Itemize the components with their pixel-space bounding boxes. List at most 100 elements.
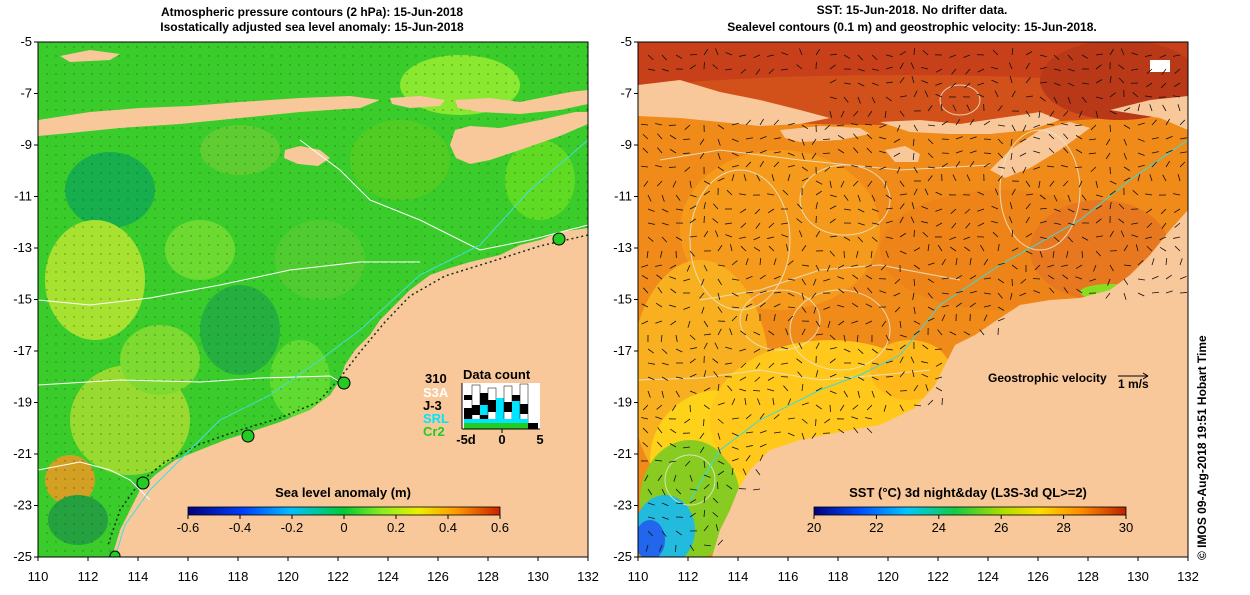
x-tick-label: 128 (1077, 569, 1099, 584)
x-tick-label: 120 (877, 569, 899, 584)
velocity-arrow (675, 545, 676, 552)
colorbar-tick-label: -0.6 (177, 520, 199, 535)
left-x-axis: 110 112 114 116 118 120 122 124 126 128 130 132 (28, 557, 599, 584)
velocity-arrow (886, 376, 893, 377)
y-tick-label: -11 (14, 189, 32, 204)
x-tick-label: 112 (678, 569, 699, 584)
x-tick-label: 112 (78, 569, 99, 584)
colorbar-tick-label: 20 (807, 520, 821, 535)
tide-gauge-marker[interactable] (110, 551, 120, 561)
y-tick-label: -15 (613, 292, 632, 307)
x-tick-label: 118 (828, 569, 849, 584)
left-map (38, 42, 588, 561)
colorbar-tick-label: 0.2 (387, 520, 405, 535)
sla-colorbar-title: Sea level anomaly (m) (275, 485, 411, 500)
tide-gauge-marker[interactable] (553, 233, 565, 245)
x-tick-label: 114 (728, 569, 749, 584)
colorbar-tick-label: 26 (994, 520, 1008, 535)
colorbar-tick-label: 0.6 (491, 520, 509, 535)
y-tick-label: -17 (613, 343, 632, 358)
y-tick-label: -25 (13, 549, 32, 564)
y-tick-label: -25 (613, 549, 632, 564)
y-tick-label: -21 (13, 446, 32, 461)
data-count-bars (462, 383, 540, 433)
y-tick-label: -13 (13, 240, 32, 255)
colorbar-tick-label: 24 (932, 520, 946, 535)
colorbar-tick-label: 22 (869, 520, 883, 535)
x-tick-label: 120 (277, 569, 299, 584)
x-tick-label: 130 (527, 569, 549, 584)
y-tick-label: -11 (614, 189, 632, 204)
sla-colorbar-bar (188, 507, 500, 515)
x-tick-label: 116 (778, 569, 799, 584)
x-tick-label: 122 (327, 569, 349, 584)
copyright-side-label: © IMOS 09-Aug-2018 19:51 Hobart Time (1195, 335, 1209, 560)
tide-gauge-marker[interactable] (137, 477, 149, 489)
x-tick-label: 130 (1127, 569, 1149, 584)
left-title: Atmospheric pressure contours (2 hPa): 1… (160, 5, 464, 34)
right-y-axis: -5 -7 -9 -11 -13 -15 -17 -19 -21 -23 -25 (613, 34, 638, 564)
sst-colorbar-bar (814, 507, 1126, 515)
y-tick-label: -15 (13, 292, 32, 307)
y-tick-label: -23 (613, 498, 632, 513)
right-title: SST: 15-Jun-2018. No drifter data. Seale… (727, 3, 1096, 34)
x-tick-label: 122 (927, 569, 949, 584)
x-tick-label: 124 (377, 569, 399, 584)
left-title-line1: Atmospheric pressure contours (2 hPa): 1… (161, 5, 463, 19)
y-tick-label: -5 (20, 34, 32, 49)
left-title-line2: Isostatically adjusted sea level anomaly… (160, 20, 464, 34)
data-count-axis-label: 5 (536, 432, 543, 447)
sst-colorbar-title: SST (°C) 3d night&day (L3S-3d QL>=2) (849, 485, 1087, 500)
colorbar-tick-label: 30 (1119, 520, 1133, 535)
y-tick-label: -9 (620, 137, 632, 152)
y-tick-label: -9 (20, 137, 32, 152)
velocity-arrow (941, 104, 942, 111)
colorbar-tick-label: -0.4 (229, 520, 251, 535)
x-tick-label: 114 (128, 569, 149, 584)
data-count-axis-label: -5d (456, 432, 476, 447)
x-tick-label: 124 (977, 569, 999, 584)
x-tick-label: 118 (228, 569, 249, 584)
velocity-legend-label: Geostrophic velocity (988, 371, 1107, 385)
y-tick-label: -7 (20, 86, 32, 101)
x-tick-label: 110 (28, 569, 49, 584)
x-tick-label: 110 (628, 569, 649, 584)
velocity-arrow (683, 153, 690, 154)
satellite-label: Cr2 (423, 424, 445, 439)
velocity-arrow (669, 125, 676, 126)
x-tick-label: 128 (477, 569, 499, 584)
x-tick-label: 116 (178, 569, 199, 584)
colorbar-tick-label: 28 (1056, 520, 1070, 535)
tide-gauge-marker[interactable] (338, 377, 350, 389)
velocity-arrow (1180, 292, 1187, 293)
y-tick-label: -19 (613, 395, 632, 410)
data-count-axis-label: 0 (498, 432, 505, 447)
x-tick-label: 132 (577, 569, 599, 584)
y-tick-label: -13 (613, 240, 632, 255)
colorbar-tick-label: 0.4 (439, 520, 457, 535)
x-tick-label: 132 (1177, 569, 1199, 584)
velocity-arrow (984, 153, 991, 154)
velocity-arrow (984, 139, 991, 140)
data-count-max: 310 (425, 371, 447, 386)
x-tick-label: 126 (1027, 569, 1049, 584)
data-count-title: Data count (463, 367, 531, 382)
right-title-line2: Sealevel contours (0.1 m) and geostrophi… (727, 20, 1096, 34)
velocity-arrow (703, 419, 704, 426)
y-tick-label: -21 (613, 446, 632, 461)
x-tick-label: 126 (427, 569, 449, 584)
tide-gauge-marker[interactable] (242, 430, 254, 442)
colorbar-tick-label: 0 (340, 520, 347, 535)
right-title-line1: SST: 15-Jun-2018. No drifter data. (817, 3, 1008, 17)
y-tick-label: -17 (13, 343, 32, 358)
y-tick-label: -7 (620, 86, 632, 101)
velocity-arrow (1033, 278, 1040, 279)
colorbar-tick-label: -0.2 (281, 520, 303, 535)
left-y-axis: -5-7-9-11-13-15-17-19-21-23-25 (13, 34, 38, 564)
velocity-arrow (830, 405, 831, 412)
velocity-legend-unit: 1 m/s (1118, 377, 1149, 391)
sst-missing-data (1150, 60, 1170, 72)
y-tick-label: -5 (620, 34, 632, 49)
velocity-arrow (1110, 125, 1111, 132)
